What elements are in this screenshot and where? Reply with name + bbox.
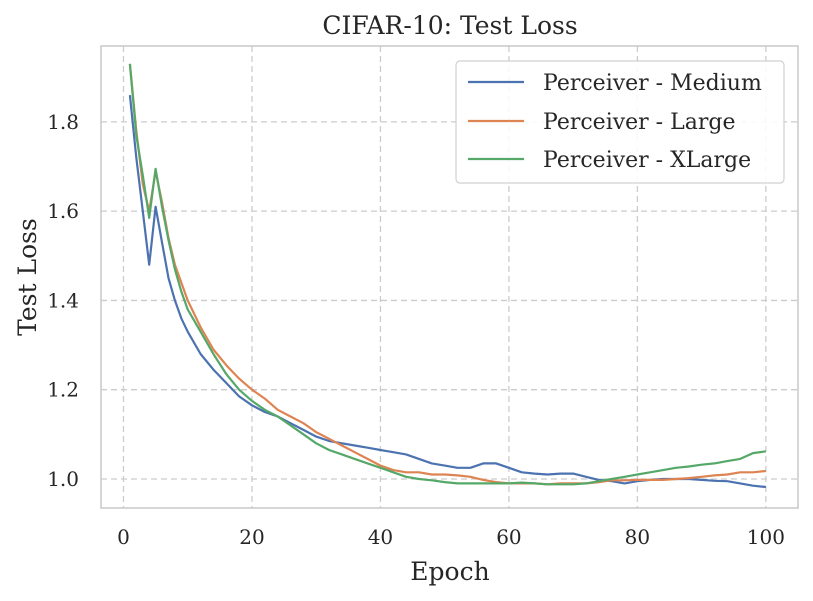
x-tick-label: 20: [239, 525, 264, 549]
y-tick-label: 1.0: [47, 467, 79, 491]
y-tick-label: 1.4: [47, 288, 79, 312]
y-axis-label: Test Loss: [13, 218, 42, 336]
y-tick-label: 1.8: [47, 110, 79, 134]
legend-label-medium: Perceiver - Medium: [543, 71, 762, 96]
tick-layer: 0 20 40 60 80 100 1.0 1.2 1.4 1.6 1.8: [47, 110, 785, 549]
chart-title: CIFAR-10: Test Loss: [322, 11, 577, 40]
y-tick-label: 1.2: [47, 378, 79, 402]
legend-label-large: Perceiver - Large: [543, 110, 735, 135]
y-tick-label: 1.6: [47, 199, 79, 223]
series-layer: [128, 63, 767, 489]
x-tick-label: 0: [117, 525, 130, 549]
series-line-large: [128, 63, 767, 486]
plot-frame: [100, 45, 799, 509]
legend: Perceiver - Medium Perceiver - Large Per…: [455, 60, 785, 184]
x-tick-label: 40: [368, 525, 393, 549]
legend-box: [455, 60, 785, 184]
x-axis-label: Epoch: [410, 557, 489, 586]
x-tick-label: 100: [747, 525, 785, 549]
x-tick-label: 60: [496, 525, 521, 549]
legend-label-xlarge: Perceiver - XLarge: [543, 148, 751, 173]
x-tick-label: 80: [625, 525, 650, 549]
series-line-xlarge: [128, 63, 767, 486]
